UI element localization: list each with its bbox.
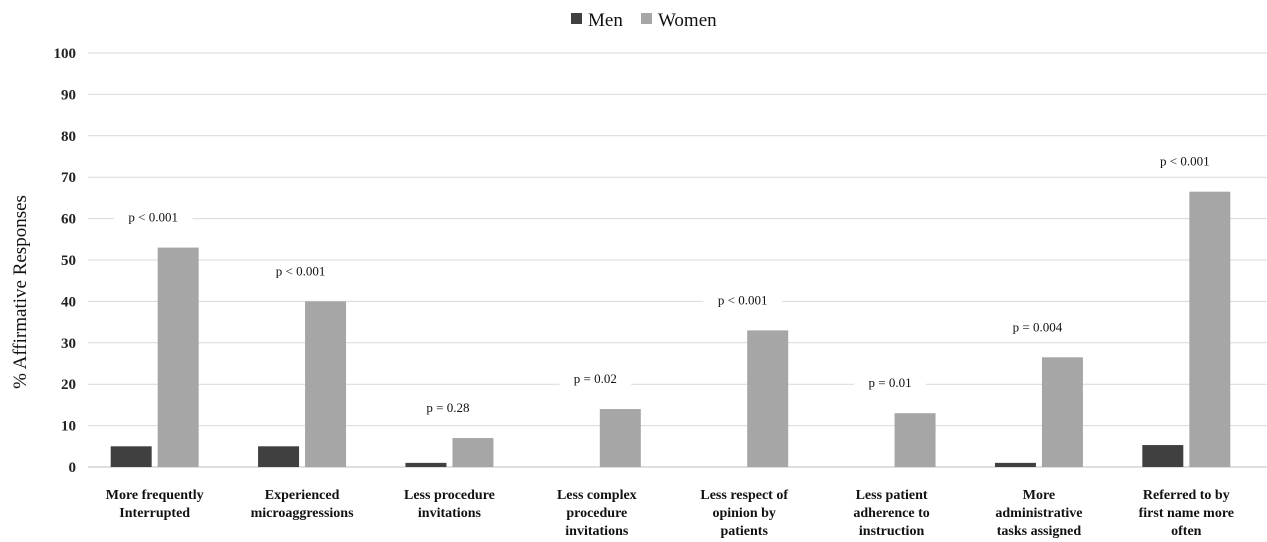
p-value-label: p = 0.004 [1013, 319, 1063, 334]
legend-swatch-men [571, 13, 582, 24]
y-tick-label: 30 [61, 336, 76, 352]
x-category-label: More administrative tasks assigned [995, 488, 1082, 539]
x-category-label: Less patient adherence to instruction [853, 488, 929, 539]
p-value-label: p = 0.28 [426, 400, 469, 415]
x-axis-category-labels: More frequently Interrupted Experienced mic… [106, 488, 1234, 539]
bar-women-6 [1041, 357, 1083, 467]
annotation-bg [998, 317, 1077, 336]
bar-men-6 [994, 462, 1036, 467]
y-axis-label: % Affirmative Responses [10, 195, 31, 389]
y-tick-label: 100 [54, 46, 77, 62]
legend-swatch-women [641, 13, 652, 24]
y-tick-label: 60 [61, 212, 76, 228]
bar-men-1 [258, 446, 300, 467]
y-tick-label: 40 [61, 294, 76, 310]
bar-women-4 [747, 330, 789, 467]
legend-label-women: Women [658, 10, 717, 31]
p-value-label: p < 0.001 [276, 263, 326, 278]
x-category-label: Experienced microaggressions [251, 488, 354, 521]
p-value-label: p = 0.01 [869, 375, 912, 390]
gridlines [88, 52, 1267, 468]
y-tick-label: 0 [69, 460, 77, 476]
x-category-label: Less respect of opinion by patients [700, 488, 788, 539]
bar-women-2 [452, 438, 494, 467]
bar-men-7 [1142, 445, 1184, 467]
bars [110, 191, 1231, 467]
annotation-bg [1145, 151, 1225, 170]
x-category-label: Referred to by first name more often [1139, 488, 1234, 539]
y-tick-label: 50 [61, 253, 76, 269]
bar-women-3 [599, 409, 641, 467]
p-value-label: p < 0.001 [128, 210, 178, 225]
p-value-label: p < 0.001 [1160, 154, 1210, 169]
legend-label-men: Men [588, 10, 623, 31]
x-category-label: More frequently Interrupted [106, 488, 204, 521]
bar-women-0 [157, 247, 199, 467]
annotation-bg [412, 398, 484, 417]
annotation-bg [559, 369, 632, 388]
x-category-label: Less complex procedure invitations [557, 488, 637, 539]
annotation-bg [261, 261, 340, 280]
p-value-label: p < 0.001 [718, 292, 768, 307]
annotation-bg [113, 207, 193, 226]
bar-women-7 [1189, 191, 1231, 467]
y-tick-label: 20 [61, 377, 76, 393]
y-tick-label: 10 [61, 419, 76, 435]
legend: Men Women [571, 10, 717, 31]
x-category-label: Less procedure invitations [404, 488, 495, 521]
y-axis-ticks: 0 10 20 30 40 50 60 70 80 90 100 [54, 46, 77, 476]
y-tick-label: 80 [61, 129, 76, 145]
annotation-bg [854, 373, 926, 392]
bar-women-5 [894, 413, 936, 467]
bar-men-2 [405, 462, 447, 467]
bar-women-1 [305, 301, 347, 467]
annotation-bg [703, 290, 783, 309]
y-tick-label: 70 [61, 170, 76, 186]
y-tick-label: 90 [61, 87, 76, 103]
bar-men-0 [110, 446, 152, 467]
p-value-annotations: p < 0.001 p < 0.001 p = 0.28 p = 0.02 p < 0.… [113, 151, 1225, 417]
p-value-label: p = 0.02 [574, 371, 617, 386]
